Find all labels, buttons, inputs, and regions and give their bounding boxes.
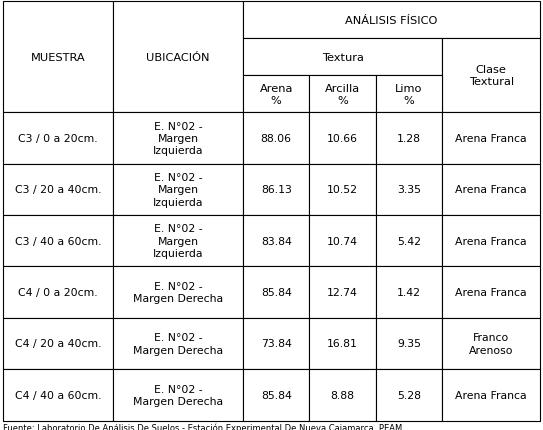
Bar	[113, 164, 243, 215]
Bar	[442, 39, 540, 113]
Text: 9.35: 9.35	[397, 339, 421, 349]
Bar	[243, 318, 310, 369]
Bar	[310, 164, 376, 215]
Bar	[376, 113, 442, 164]
Text: 83.84: 83.84	[261, 236, 292, 246]
Bar	[310, 113, 376, 164]
Bar	[113, 113, 243, 164]
Bar	[3, 215, 113, 267]
Bar	[3, 267, 113, 318]
Text: E. N°02 -
Margen Derecha: E. N°02 - Margen Derecha	[133, 384, 223, 406]
Text: Fuente: Laboratorio De Análisis De Suelos - Estación Experimental De Nueva Cajam: Fuente: Laboratorio De Análisis De Suelo…	[3, 423, 402, 430]
Text: 8.88: 8.88	[331, 390, 355, 400]
Bar	[442, 318, 540, 369]
Bar	[3, 164, 113, 215]
Bar	[442, 369, 540, 421]
Text: Arena Franca: Arena Franca	[456, 134, 527, 144]
Text: E. N°02 -
Margen Derecha: E. N°02 - Margen Derecha	[133, 332, 223, 355]
Bar	[113, 267, 243, 318]
Bar	[310, 369, 376, 421]
Bar	[113, 2, 243, 113]
Bar	[113, 369, 243, 421]
Bar	[243, 369, 310, 421]
Bar	[243, 215, 310, 267]
Bar	[376, 164, 442, 215]
Bar	[243, 113, 310, 164]
Bar	[243, 164, 310, 215]
Text: C4 / 0 a 20cm.: C4 / 0 a 20cm.	[18, 287, 98, 298]
Bar	[376, 76, 442, 113]
Text: E. N°02 -
Margen
Izquierda: E. N°02 - Margen Izquierda	[153, 172, 204, 207]
Text: C3 / 20 a 40cm.: C3 / 20 a 40cm.	[15, 185, 102, 195]
Text: Arena Franca: Arena Franca	[456, 287, 527, 298]
Text: 10.74: 10.74	[327, 236, 358, 246]
Text: 5.42: 5.42	[397, 236, 421, 246]
Text: 86.13: 86.13	[261, 185, 292, 195]
Text: 1.28: 1.28	[397, 134, 421, 144]
Text: E. N°02 -
Margen Derecha: E. N°02 - Margen Derecha	[133, 281, 223, 304]
Text: E. N°02 -
Margen
Izquierda: E. N°02 - Margen Izquierda	[153, 224, 204, 258]
Bar	[442, 164, 540, 215]
Text: 5.28: 5.28	[397, 390, 421, 400]
Bar	[243, 267, 310, 318]
Bar	[442, 113, 540, 164]
Text: 85.84: 85.84	[261, 287, 292, 298]
Text: 1.42: 1.42	[397, 287, 421, 298]
Bar	[243, 2, 540, 39]
Text: Limo
%: Limo %	[395, 83, 423, 106]
Text: Arena Franca: Arena Franca	[456, 236, 527, 246]
Bar	[113, 318, 243, 369]
Text: 16.81: 16.81	[327, 339, 358, 349]
Text: UBICACIÓN: UBICACIÓN	[147, 52, 210, 63]
Bar	[442, 215, 540, 267]
Text: 85.84: 85.84	[261, 390, 292, 400]
Bar	[310, 318, 376, 369]
Text: C4 / 40 a 60cm.: C4 / 40 a 60cm.	[15, 390, 102, 400]
Text: Arcilla
%: Arcilla %	[325, 83, 360, 106]
Text: Clase
Textural: Clase Textural	[469, 65, 514, 87]
Bar	[3, 318, 113, 369]
Text: Arena Franca: Arena Franca	[456, 185, 527, 195]
Bar	[3, 113, 113, 164]
Bar	[442, 267, 540, 318]
Bar	[310, 267, 376, 318]
Bar	[376, 267, 442, 318]
Bar	[310, 215, 376, 267]
Text: 10.52: 10.52	[327, 185, 358, 195]
Text: ANÁLISIS FÍSICO: ANÁLISIS FÍSICO	[345, 15, 438, 26]
Bar	[310, 76, 376, 113]
Bar	[376, 369, 442, 421]
Text: 10.66: 10.66	[327, 134, 358, 144]
Bar	[243, 76, 310, 113]
Text: 12.74: 12.74	[327, 287, 358, 298]
Text: E. N°02 -
Margen
Izquierda: E. N°02 - Margen Izquierda	[153, 121, 204, 156]
Text: Arena
%: Arena %	[260, 83, 293, 106]
Text: C4 / 20 a 40cm.: C4 / 20 a 40cm.	[15, 339, 102, 349]
Bar	[376, 215, 442, 267]
Text: Franco
Arenoso: Franco Arenoso	[469, 332, 514, 355]
Bar	[113, 215, 243, 267]
Text: 73.84: 73.84	[261, 339, 292, 349]
Text: Arena Franca: Arena Franca	[456, 390, 527, 400]
Text: MUESTRA: MUESTRA	[31, 52, 85, 63]
Bar	[3, 2, 113, 113]
Bar	[376, 318, 442, 369]
Bar	[243, 39, 442, 76]
Text: Textura: Textura	[321, 52, 364, 63]
Text: 88.06: 88.06	[261, 134, 292, 144]
Bar	[3, 369, 113, 421]
Text: 3.35: 3.35	[397, 185, 421, 195]
Text: C3 / 40 a 60cm.: C3 / 40 a 60cm.	[15, 236, 102, 246]
Text: C3 / 0 a 20cm.: C3 / 0 a 20cm.	[18, 134, 98, 144]
